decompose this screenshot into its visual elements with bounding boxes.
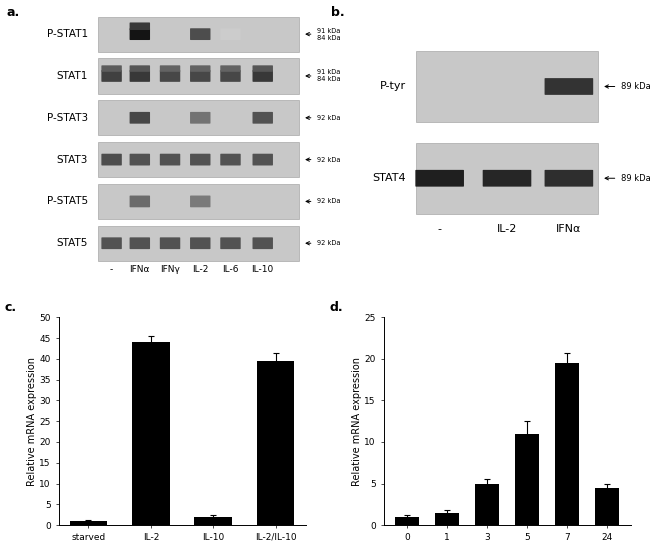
Bar bbox=[416, 143, 598, 213]
FancyBboxPatch shape bbox=[160, 65, 180, 72]
Bar bbox=[435, 513, 459, 525]
FancyBboxPatch shape bbox=[252, 237, 273, 249]
Text: STAT1: STAT1 bbox=[57, 71, 88, 81]
FancyBboxPatch shape bbox=[252, 112, 273, 124]
FancyBboxPatch shape bbox=[129, 22, 150, 30]
FancyBboxPatch shape bbox=[190, 195, 211, 207]
Y-axis label: Relative mRNA expression: Relative mRNA expression bbox=[27, 357, 36, 486]
Text: IL-2: IL-2 bbox=[192, 265, 209, 275]
FancyBboxPatch shape bbox=[101, 237, 122, 249]
Y-axis label: Relative mRNA expression: Relative mRNA expression bbox=[352, 357, 361, 486]
Text: IL-10: IL-10 bbox=[252, 265, 274, 275]
Bar bbox=[555, 363, 579, 525]
Bar bbox=[475, 484, 499, 525]
Text: 92 kDa: 92 kDa bbox=[317, 240, 341, 246]
Text: 89 kDa: 89 kDa bbox=[621, 174, 650, 183]
Text: 91 kDa
84 kDa: 91 kDa 84 kDa bbox=[317, 69, 341, 83]
FancyBboxPatch shape bbox=[220, 70, 240, 82]
Text: IFNα: IFNα bbox=[556, 224, 582, 234]
Text: b.: b. bbox=[332, 6, 345, 19]
Bar bbox=[132, 342, 170, 525]
FancyBboxPatch shape bbox=[160, 70, 180, 82]
Bar bbox=[515, 434, 539, 525]
Text: 92 kDa: 92 kDa bbox=[317, 156, 341, 162]
FancyBboxPatch shape bbox=[129, 112, 150, 124]
Text: IL-2: IL-2 bbox=[497, 224, 517, 234]
FancyBboxPatch shape bbox=[190, 28, 211, 40]
Bar bbox=[98, 184, 299, 219]
Text: c.: c. bbox=[4, 301, 16, 313]
Bar bbox=[595, 488, 619, 525]
Text: P-STAT3: P-STAT3 bbox=[47, 113, 88, 123]
FancyBboxPatch shape bbox=[220, 28, 240, 40]
FancyBboxPatch shape bbox=[252, 70, 273, 82]
FancyBboxPatch shape bbox=[101, 70, 122, 82]
FancyBboxPatch shape bbox=[190, 70, 211, 82]
Text: 89 kDa: 89 kDa bbox=[621, 82, 650, 91]
Bar bbox=[416, 51, 598, 122]
FancyBboxPatch shape bbox=[129, 28, 150, 40]
Text: -: - bbox=[437, 224, 441, 234]
FancyBboxPatch shape bbox=[160, 237, 180, 249]
FancyBboxPatch shape bbox=[220, 154, 240, 166]
FancyBboxPatch shape bbox=[190, 65, 211, 72]
Text: IFNα: IFNα bbox=[129, 265, 150, 275]
Bar bbox=[98, 225, 299, 261]
FancyBboxPatch shape bbox=[129, 195, 150, 207]
Bar bbox=[395, 517, 419, 525]
Text: a.: a. bbox=[6, 6, 20, 19]
FancyBboxPatch shape bbox=[545, 78, 593, 95]
Text: IFNγ: IFNγ bbox=[160, 265, 180, 275]
FancyBboxPatch shape bbox=[190, 154, 211, 166]
Text: P-STAT1: P-STAT1 bbox=[47, 29, 88, 39]
FancyBboxPatch shape bbox=[252, 65, 273, 72]
Text: 91 kDa
84 kDa: 91 kDa 84 kDa bbox=[317, 28, 341, 40]
Text: P-tyr: P-tyr bbox=[380, 82, 406, 91]
FancyBboxPatch shape bbox=[190, 112, 211, 124]
Bar bbox=[98, 142, 299, 177]
Text: IL-6: IL-6 bbox=[222, 265, 239, 275]
Bar bbox=[98, 59, 299, 94]
Text: STAT3: STAT3 bbox=[57, 155, 88, 165]
FancyBboxPatch shape bbox=[129, 237, 150, 249]
Text: -: - bbox=[110, 265, 113, 275]
Text: STAT5: STAT5 bbox=[57, 238, 88, 248]
Bar bbox=[194, 517, 232, 525]
Bar bbox=[98, 16, 299, 52]
Text: 92 kDa: 92 kDa bbox=[317, 199, 341, 205]
FancyBboxPatch shape bbox=[220, 65, 240, 72]
FancyBboxPatch shape bbox=[190, 237, 211, 249]
Text: P-STAT5: P-STAT5 bbox=[47, 196, 88, 206]
Text: 92 kDa: 92 kDa bbox=[317, 115, 341, 121]
FancyBboxPatch shape bbox=[483, 170, 531, 187]
FancyBboxPatch shape bbox=[545, 170, 593, 187]
FancyBboxPatch shape bbox=[101, 65, 122, 72]
FancyBboxPatch shape bbox=[160, 154, 180, 166]
FancyBboxPatch shape bbox=[101, 154, 122, 166]
FancyBboxPatch shape bbox=[129, 65, 150, 72]
Bar bbox=[257, 361, 294, 525]
FancyBboxPatch shape bbox=[129, 154, 150, 166]
FancyBboxPatch shape bbox=[415, 170, 464, 187]
Bar bbox=[98, 100, 299, 135]
FancyBboxPatch shape bbox=[220, 237, 240, 249]
FancyBboxPatch shape bbox=[252, 154, 273, 166]
FancyBboxPatch shape bbox=[129, 70, 150, 82]
Text: STAT4: STAT4 bbox=[372, 173, 406, 183]
Bar bbox=[70, 521, 107, 525]
Text: d.: d. bbox=[329, 301, 343, 313]
